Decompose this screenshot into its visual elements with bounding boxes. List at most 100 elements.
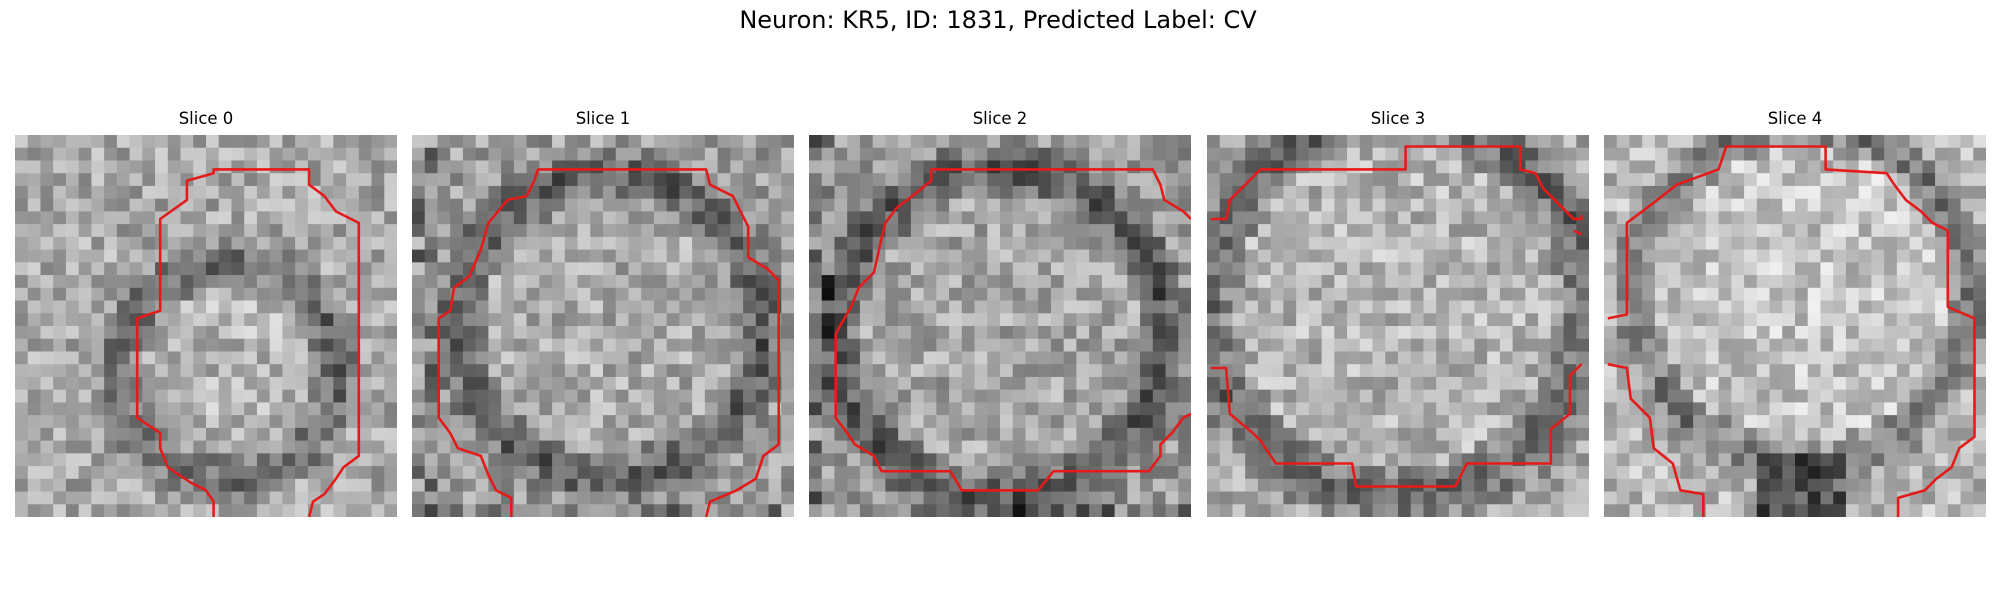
pixel-cell bbox=[1038, 402, 1052, 416]
pixel-cell bbox=[1127, 147, 1141, 162]
pixel-cell bbox=[1705, 478, 1720, 493]
pixel-cell bbox=[1820, 211, 1834, 225]
pixel-cell bbox=[1359, 402, 1374, 416]
pixel-cell bbox=[987, 185, 1001, 200]
pixel-cell bbox=[1321, 440, 1335, 454]
pixel-cell bbox=[1207, 326, 1221, 340]
pixel-cell bbox=[1731, 376, 1745, 391]
pixel-cell bbox=[526, 440, 540, 454]
pixel-cell bbox=[1359, 236, 1374, 251]
pixel-cell bbox=[450, 376, 464, 391]
pixel-cell bbox=[1909, 364, 1923, 378]
pixel-cell bbox=[1693, 326, 1707, 340]
pixel-cell bbox=[424, 338, 439, 353]
pixel-cell bbox=[1525, 326, 1539, 340]
pixel-cell bbox=[1178, 287, 1191, 302]
pixel-cell bbox=[781, 300, 794, 314]
pixel-cell bbox=[1245, 262, 1259, 276]
pixel-cell bbox=[1654, 287, 1669, 302]
pixel-cell bbox=[40, 466, 54, 480]
pixel-cell bbox=[1833, 402, 1847, 416]
pixel-cell bbox=[1127, 211, 1141, 225]
pixel-cell bbox=[898, 147, 912, 162]
pixel-cell bbox=[755, 364, 770, 378]
pixel-cell bbox=[949, 491, 963, 505]
pixel-cell bbox=[513, 466, 528, 480]
pixel-cell bbox=[755, 135, 770, 149]
pixel-cell bbox=[424, 300, 439, 314]
pixel-cell bbox=[1207, 338, 1221, 353]
pixel-cell bbox=[821, 211, 836, 225]
pixel-cell bbox=[987, 236, 1001, 251]
pixel-cell bbox=[1973, 338, 1986, 353]
pixel-cell bbox=[755, 415, 770, 429]
pixel-cell bbox=[40, 300, 54, 314]
pixel-cell bbox=[1207, 364, 1221, 378]
pixel-cell bbox=[1654, 364, 1669, 378]
pixel-cell bbox=[1398, 440, 1412, 454]
pixel-cell bbox=[628, 135, 642, 149]
pixel-cell bbox=[1257, 300, 1272, 314]
pixel-cell bbox=[1756, 338, 1771, 353]
pixel-cell bbox=[1756, 504, 1771, 517]
pixel-cell bbox=[358, 211, 373, 225]
pixel-cell bbox=[358, 313, 373, 327]
pixel-cell bbox=[1960, 376, 1974, 391]
pixel-cell bbox=[1461, 198, 1475, 212]
pixel-cell bbox=[590, 338, 604, 353]
pixel-cell bbox=[1385, 504, 1399, 517]
pixel-cell bbox=[206, 427, 220, 442]
pixel-cell bbox=[1795, 236, 1809, 251]
pixel-cell bbox=[666, 135, 680, 149]
pixel-cell bbox=[1629, 364, 1643, 378]
pixel-cell bbox=[628, 249, 642, 263]
pixel-cell bbox=[1270, 211, 1284, 225]
pixel-cell bbox=[1604, 415, 1618, 429]
pixel-cell bbox=[40, 160, 54, 174]
pixel-cell bbox=[1744, 275, 1758, 289]
pixel-cell bbox=[256, 504, 271, 517]
pixel-cell bbox=[936, 338, 950, 353]
pixel-cell bbox=[834, 249, 848, 263]
pixel-cell bbox=[1245, 224, 1259, 238]
pixel-cell bbox=[1089, 173, 1103, 187]
pixel-cell bbox=[193, 440, 207, 454]
pixel-cell bbox=[1667, 287, 1681, 302]
pixel-cell bbox=[1616, 185, 1631, 200]
pixel-cell bbox=[872, 198, 886, 212]
pixel-cell bbox=[104, 364, 118, 378]
pixel-cell bbox=[320, 300, 334, 314]
pixel-cell bbox=[1947, 224, 1962, 238]
pixel-cell bbox=[847, 300, 861, 314]
pixel-cell bbox=[1385, 415, 1399, 429]
pixel-cell bbox=[1922, 160, 1936, 174]
pixel-cell bbox=[1012, 135, 1027, 149]
pixel-cell bbox=[717, 135, 731, 149]
pixel-cell bbox=[1563, 262, 1577, 276]
pixel-cell bbox=[768, 453, 782, 467]
pixel-cell bbox=[412, 466, 426, 480]
pixel-cell bbox=[1461, 275, 1475, 289]
pixel-cell bbox=[180, 440, 194, 454]
pixel-cell bbox=[282, 147, 296, 162]
pixel-cell bbox=[859, 453, 874, 467]
pixel-cell bbox=[1858, 275, 1872, 289]
pixel-cell bbox=[1474, 262, 1488, 276]
pixel-cell bbox=[590, 504, 604, 517]
pixel-cell bbox=[231, 249, 245, 263]
pixel-cell bbox=[1922, 275, 1936, 289]
pixel-cell bbox=[244, 453, 258, 467]
pixel-cell bbox=[1820, 351, 1834, 365]
pixel-cell bbox=[1795, 504, 1809, 517]
pixel-cell bbox=[1896, 313, 1911, 327]
pixel-cell bbox=[1680, 491, 1694, 505]
pixel-cell bbox=[1000, 236, 1014, 251]
pixel-cell bbox=[475, 504, 489, 517]
pixel-cell bbox=[1563, 427, 1577, 442]
pixel-cell bbox=[526, 211, 540, 225]
pixel-cell bbox=[1576, 275, 1589, 289]
pixel-cell bbox=[129, 224, 143, 238]
pixel-cell bbox=[116, 313, 131, 327]
pixel-cell bbox=[936, 313, 950, 327]
pixel-cell bbox=[1423, 135, 1437, 149]
